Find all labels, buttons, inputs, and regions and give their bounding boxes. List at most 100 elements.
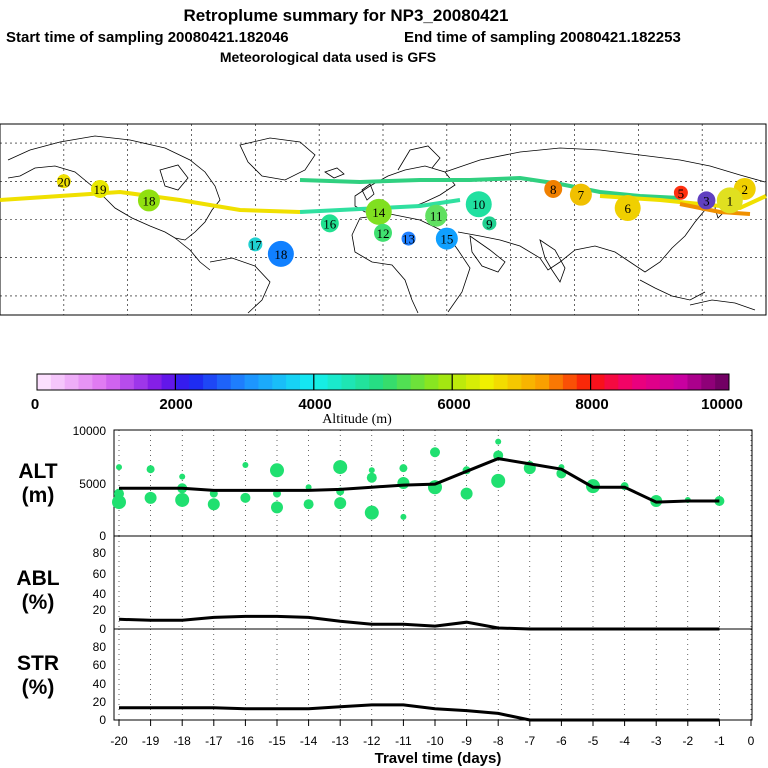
plume-dot (248, 237, 263, 252)
colorbar-cell (203, 374, 218, 390)
coastline-australia (689, 299, 756, 311)
alt-ytick-label: 5000 (79, 477, 106, 491)
plume-dot (425, 204, 448, 227)
colorbar-cell (355, 374, 370, 390)
x-tick-label: -10 (426, 734, 444, 748)
abl-ytick-label: 60 (93, 567, 107, 581)
plume-dot (544, 179, 563, 198)
alt-scatter-point (495, 438, 502, 445)
abl-panel: ABL (%) 80 60 40 20 0 (16, 535, 753, 636)
x-tick-label: -19 (142, 734, 160, 748)
x-tick-label: -6 (556, 734, 567, 748)
colorbar-cell (133, 374, 149, 390)
colorbar-cell (632, 374, 647, 390)
colorbar-cell (369, 374, 384, 390)
colorbar-cell (216, 374, 232, 390)
coastline-hudson-bay (159, 164, 189, 191)
alt-scatter-point (399, 464, 408, 473)
abl-panel-label: ABL (16, 567, 59, 590)
colorbar-cells (37, 374, 730, 390)
colorbar-cell (466, 374, 481, 390)
alt-scatter-point (112, 495, 126, 510)
colorbar-cell (590, 374, 605, 390)
colorbar-cell (701, 374, 716, 390)
colorbar-cell (106, 374, 121, 390)
plume-day-label: 16 (323, 216, 337, 231)
colorbar-cell (562, 374, 578, 390)
str-panel-frame (113, 628, 753, 721)
colorbar-cell (230, 374, 246, 390)
x-tick-label: -12 (363, 734, 381, 748)
colorbar-ticks (174, 374, 592, 390)
colorbar-tick-label: 0 (31, 396, 39, 413)
alt-scatter-point (175, 492, 190, 507)
plume-dot (673, 185, 688, 200)
alt-scatter (112, 438, 725, 520)
x-tick-label: -14 (300, 734, 318, 748)
colorbar-cell (576, 374, 592, 390)
coastline-north-america (7, 135, 221, 241)
coastline-british-isles (361, 183, 375, 201)
map-panel: 20 19 18 18 17 16 15 14 13 12 11 109 8 7 6 5 3 21 (0, 123, 767, 316)
colorbar-cell (161, 374, 176, 390)
x-tick-label: -8 (493, 734, 504, 748)
plume-dot (716, 187, 743, 214)
abl-gridlines (118, 536, 752, 629)
alt-panel-unit: (m) (22, 484, 55, 507)
chart-title: Retroplume summary for NP3_20080421 (183, 6, 508, 25)
alt-scatter-point (334, 497, 347, 510)
colorbar-cell (299, 374, 315, 390)
alt-scatter-point (368, 467, 375, 474)
colorbar-tick-label: 4000 (298, 396, 331, 413)
plume-day-label: 17 (249, 237, 263, 252)
colorbar-frame (36, 373, 730, 391)
str-line (119, 703, 720, 722)
map-graticule (0, 124, 766, 315)
colorbar-cell (92, 374, 107, 390)
plume-dot (697, 191, 716, 210)
str-ytick-label: 40 (93, 677, 107, 691)
alt-panel-label: ALT (18, 460, 57, 483)
alt-scatter-point (242, 461, 249, 468)
colorbar-tick-label: 6000 (437, 396, 470, 413)
colorbar-cell (521, 374, 536, 390)
x-tick-label: -4 (619, 734, 630, 748)
coastline-central-america (174, 237, 211, 271)
plume-day-label: 10 (472, 197, 485, 212)
coastline-scandinavia (397, 145, 441, 171)
alt-scatter-point (333, 460, 348, 475)
alt-scatter-point (366, 472, 377, 483)
abl-panel-frame (113, 535, 753, 630)
alt-scatter-point (179, 473, 186, 480)
alt-ytick-label: 10000 (73, 424, 107, 438)
colorbar-cell (604, 374, 619, 390)
coastline-greenland (239, 137, 316, 181)
colorbar-cell (383, 374, 398, 390)
str-panel: STR (%) 80 60 40 20 0 (17, 628, 753, 727)
coastline-asia (444, 147, 766, 183)
x-tick-label: -18 (174, 734, 192, 748)
alt-scatter-point (116, 464, 122, 471)
colorbar-cell (189, 374, 204, 390)
plume-day-label: 2 (741, 182, 748, 197)
colorbar-cell (341, 374, 356, 390)
colorbar-cell (493, 374, 509, 390)
plume-day-labels: 20 19 18 18 17 16 15 14 13 12 11 109 8 7 6 5 3 21 (57, 174, 748, 262)
colorbar-cell (549, 374, 564, 390)
x-tick-label: -3 (651, 734, 662, 748)
colorbar-cell (715, 374, 730, 390)
alt-scatter-point (364, 505, 379, 520)
colorbar-cell (618, 374, 633, 390)
plume-day-label: 7 (578, 188, 585, 203)
str-panel-label: STR (17, 652, 59, 675)
colorbar-cell (424, 374, 439, 390)
plume-day-label: 11 (430, 209, 443, 224)
colorbar-cell (687, 374, 702, 390)
abl-ytick-label: 0 (99, 622, 106, 636)
x-tick-label: -13 (332, 734, 350, 748)
plume-dot (614, 195, 641, 222)
x-tick-label: -15 (268, 734, 286, 748)
abl-line (118, 614, 720, 631)
colorbar-cell (258, 374, 273, 390)
